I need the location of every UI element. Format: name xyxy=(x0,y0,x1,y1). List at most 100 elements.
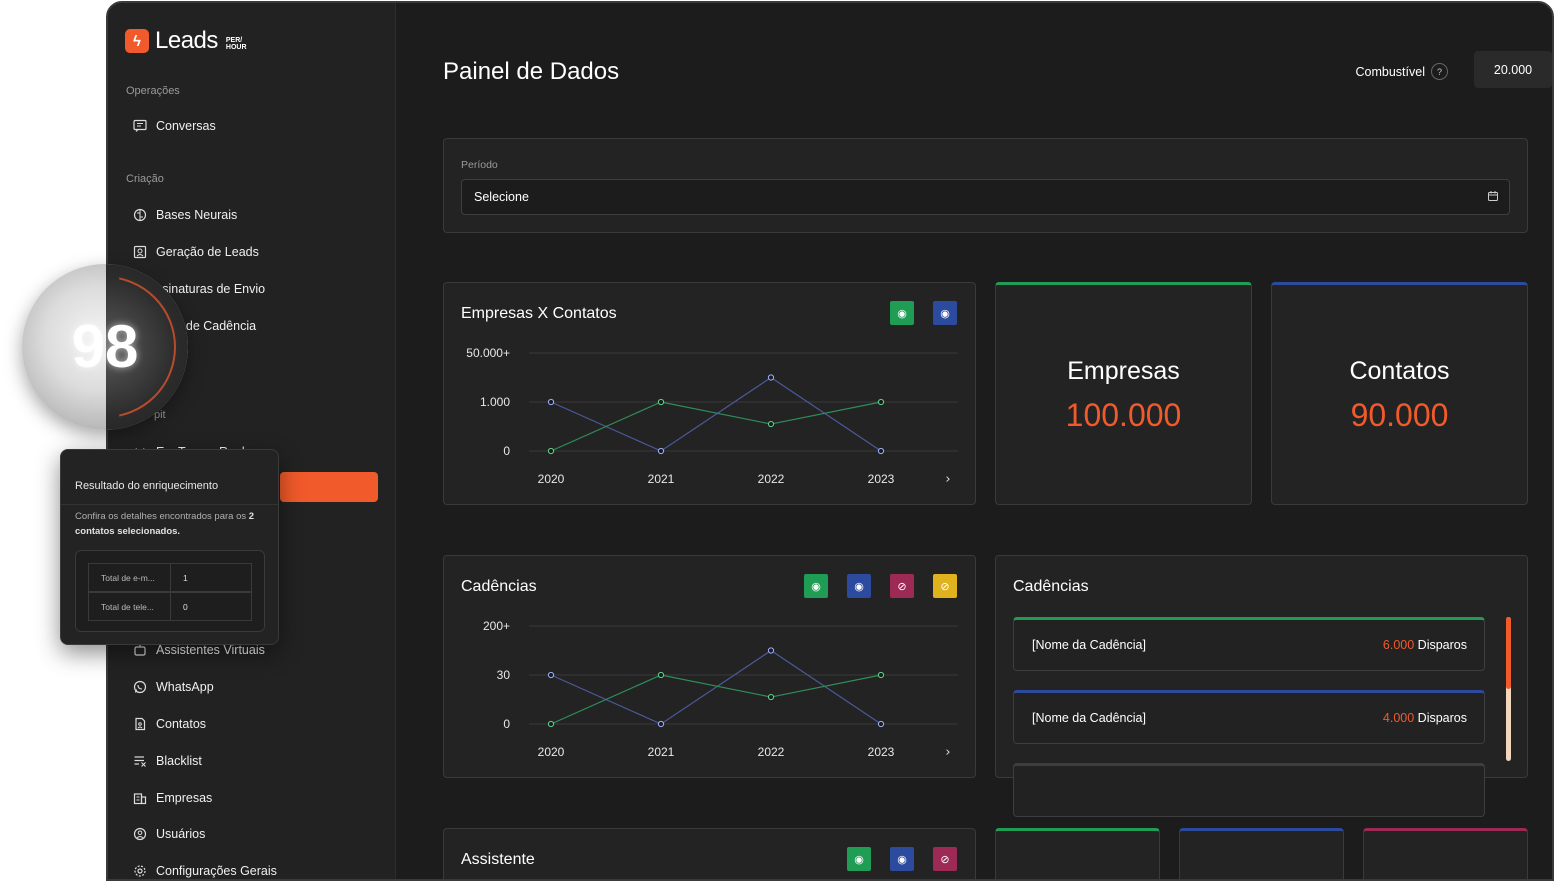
sidebar: ϟ Leads PER/HOUR Operações Conversas Cri… xyxy=(108,3,396,879)
data-point xyxy=(547,720,555,728)
sidebar-item-assistentes[interactable]: Assistentes Virtuais xyxy=(132,640,265,660)
calendar-icon xyxy=(1488,191,1498,201)
chevron-right-icon: › xyxy=(945,745,950,760)
data-point xyxy=(877,447,885,455)
sidebar-item-blacklist[interactable]: Blacklist xyxy=(132,751,202,771)
fuel-value: 20.000 xyxy=(1474,51,1552,88)
brand-name: Leads xyxy=(155,27,218,54)
cadencia-disparos: 4.000 Disparos xyxy=(1382,711,1467,725)
brain-icon xyxy=(132,207,148,223)
enrichment-table: Total de e-m... 1 Total de tele... 0 xyxy=(75,550,265,632)
toggle-series-yellow[interactable]: ⊘ xyxy=(933,574,957,598)
eye-off-icon: ⊘ xyxy=(940,853,950,866)
gear-icon xyxy=(132,863,148,879)
table-value: 0 xyxy=(183,601,188,612)
whatsapp-icon xyxy=(132,679,148,695)
toggle-series-magenta[interactable]: ⊘ xyxy=(933,847,957,871)
x-tick-label: 2021 xyxy=(648,745,675,759)
sidebar-item-label: WhatsApp xyxy=(156,680,214,694)
period-placeholder: Selecione xyxy=(474,190,529,204)
stat-card-bottom-3 xyxy=(1363,828,1528,879)
y-tick-label: 0 xyxy=(503,444,510,458)
scrollbar[interactable] xyxy=(1506,617,1511,761)
eye-off-icon: ⊘ xyxy=(940,580,950,593)
chart-title: Cadências xyxy=(461,578,537,595)
toggle-series-blue[interactable]: ◉ xyxy=(890,847,914,871)
fuel-label: Combustível xyxy=(1355,64,1425,79)
sidebar-item-configuracoes[interactable]: Configurações Gerais xyxy=(132,861,277,879)
y-tick-label: 50.000+ xyxy=(466,346,510,360)
cadencia-name: [Nome da Cadência] xyxy=(1032,638,1146,652)
sidebar-item-label: Contatos xyxy=(156,717,207,731)
score-gauge: 98 xyxy=(22,264,188,430)
eye-icon: ◉ xyxy=(811,580,821,593)
app-window: ϟ Leads PER/HOUR Operações Conversas Cri… xyxy=(106,1,1554,881)
sidebar-item-conversas[interactable]: Conversas xyxy=(132,116,216,136)
line-chart: 0 30 200+ 2020 2021 2022 2023 › xyxy=(483,619,958,760)
data-point xyxy=(547,447,555,455)
cadencia-item[interactable]: [Nome da Cadência] 4.000 Disparos xyxy=(1013,690,1485,744)
sidebar-item-usuarios[interactable]: Usuários xyxy=(132,824,205,844)
sidebar-item-label: Usuários xyxy=(156,827,206,841)
sidebar-item-label: Bases Neurais xyxy=(156,208,238,222)
help-icon[interactable]: ? xyxy=(1431,63,1448,80)
sidebar-item-empresas[interactable]: Empresas xyxy=(132,788,212,808)
eye-icon: ◉ xyxy=(854,853,864,866)
table-value: 1 xyxy=(183,572,188,583)
table-key: Total de tele... xyxy=(89,593,171,620)
stat-title: Contatos xyxy=(1349,357,1450,385)
sidebar-item-bases-neurais[interactable]: Bases Neurais xyxy=(132,205,237,225)
data-point xyxy=(877,671,885,679)
data-point xyxy=(767,693,775,701)
scrollbar-thumb[interactable] xyxy=(1506,617,1511,689)
x-tick-label: 2020 xyxy=(538,472,565,486)
toggle-series-blue[interactable]: ◉ xyxy=(847,574,871,598)
toggle-series-blue[interactable]: ◉ xyxy=(933,301,957,325)
period-label: Período xyxy=(461,159,498,171)
y-tick-label: 1.000 xyxy=(480,395,510,409)
line-chart: 0 1.000 50.000+ 2020 2021 2022 2023 › xyxy=(466,346,958,487)
stat-card-bottom-1 xyxy=(995,828,1160,879)
toggle-series-magenta[interactable]: ⊘ xyxy=(890,574,914,598)
chart-card-assistente: Assistente ◉ ◉ ⊘ xyxy=(443,828,976,879)
sidebar-item-contatos[interactable]: Contatos xyxy=(132,714,206,734)
cadencia-item[interactable]: [Nome da Cadência] 6.000 Disparos xyxy=(1013,617,1485,671)
gauge-value: 98 xyxy=(71,313,139,380)
sidebar-item-whatsapp[interactable]: WhatsApp xyxy=(132,677,214,697)
sidebar-item-geracao-leads[interactable]: Geração de Leads xyxy=(132,242,259,262)
data-point xyxy=(547,398,555,406)
data-point xyxy=(657,671,665,679)
stat-card-empresas: Empresas 100.000 xyxy=(995,282,1252,505)
eye-icon: ◉ xyxy=(854,580,864,593)
period-select[interactable]: Selecione xyxy=(461,179,1510,215)
x-tick-label: 2023 xyxy=(868,745,895,759)
contact-file-icon xyxy=(132,716,148,732)
sidebar-item-label: Geração de Leads xyxy=(156,245,259,259)
table-row: Total de tele... 0 xyxy=(88,592,252,621)
toggle-series-green[interactable]: ◉ xyxy=(804,574,828,598)
chart-card-empresas-contatos: Empresas X Contatos ◉ ◉ 0 1.000 50.000+ 202… xyxy=(443,282,976,505)
contact-card-icon xyxy=(132,244,148,260)
stat-title: Empresas xyxy=(1067,357,1180,385)
y-tick-label: 0 xyxy=(503,717,510,731)
chat-icon xyxy=(132,118,148,134)
bolt-icon: ϟ xyxy=(125,29,149,53)
section-operacoes: Operações xyxy=(126,85,180,97)
eye-icon: ◉ xyxy=(940,307,950,320)
data-point xyxy=(657,720,665,728)
toggle-series-green[interactable]: ◉ xyxy=(847,847,871,871)
data-point xyxy=(767,374,775,381)
popover-description: Confira os detalhes encontrados para os … xyxy=(75,511,255,537)
sidebar-item-active[interactable] xyxy=(280,472,378,502)
sidebar-item-label: Conversas xyxy=(156,119,216,133)
toggle-series-green[interactable]: ◉ xyxy=(890,301,914,325)
data-point xyxy=(767,420,775,428)
cadencia-disparos: 6.000 Disparos xyxy=(1382,638,1467,652)
cadencia-item[interactable] xyxy=(1013,763,1485,817)
brand-logo[interactable]: ϟ Leads PER/HOUR xyxy=(125,27,247,55)
stat-card-contatos: Contatos 90.000 xyxy=(1271,282,1528,505)
data-point xyxy=(877,720,885,728)
x-tick-label: 2020 xyxy=(538,745,565,759)
brand-sub: PER/HOUR xyxy=(225,37,247,51)
card-title: Cadências xyxy=(1013,578,1089,595)
